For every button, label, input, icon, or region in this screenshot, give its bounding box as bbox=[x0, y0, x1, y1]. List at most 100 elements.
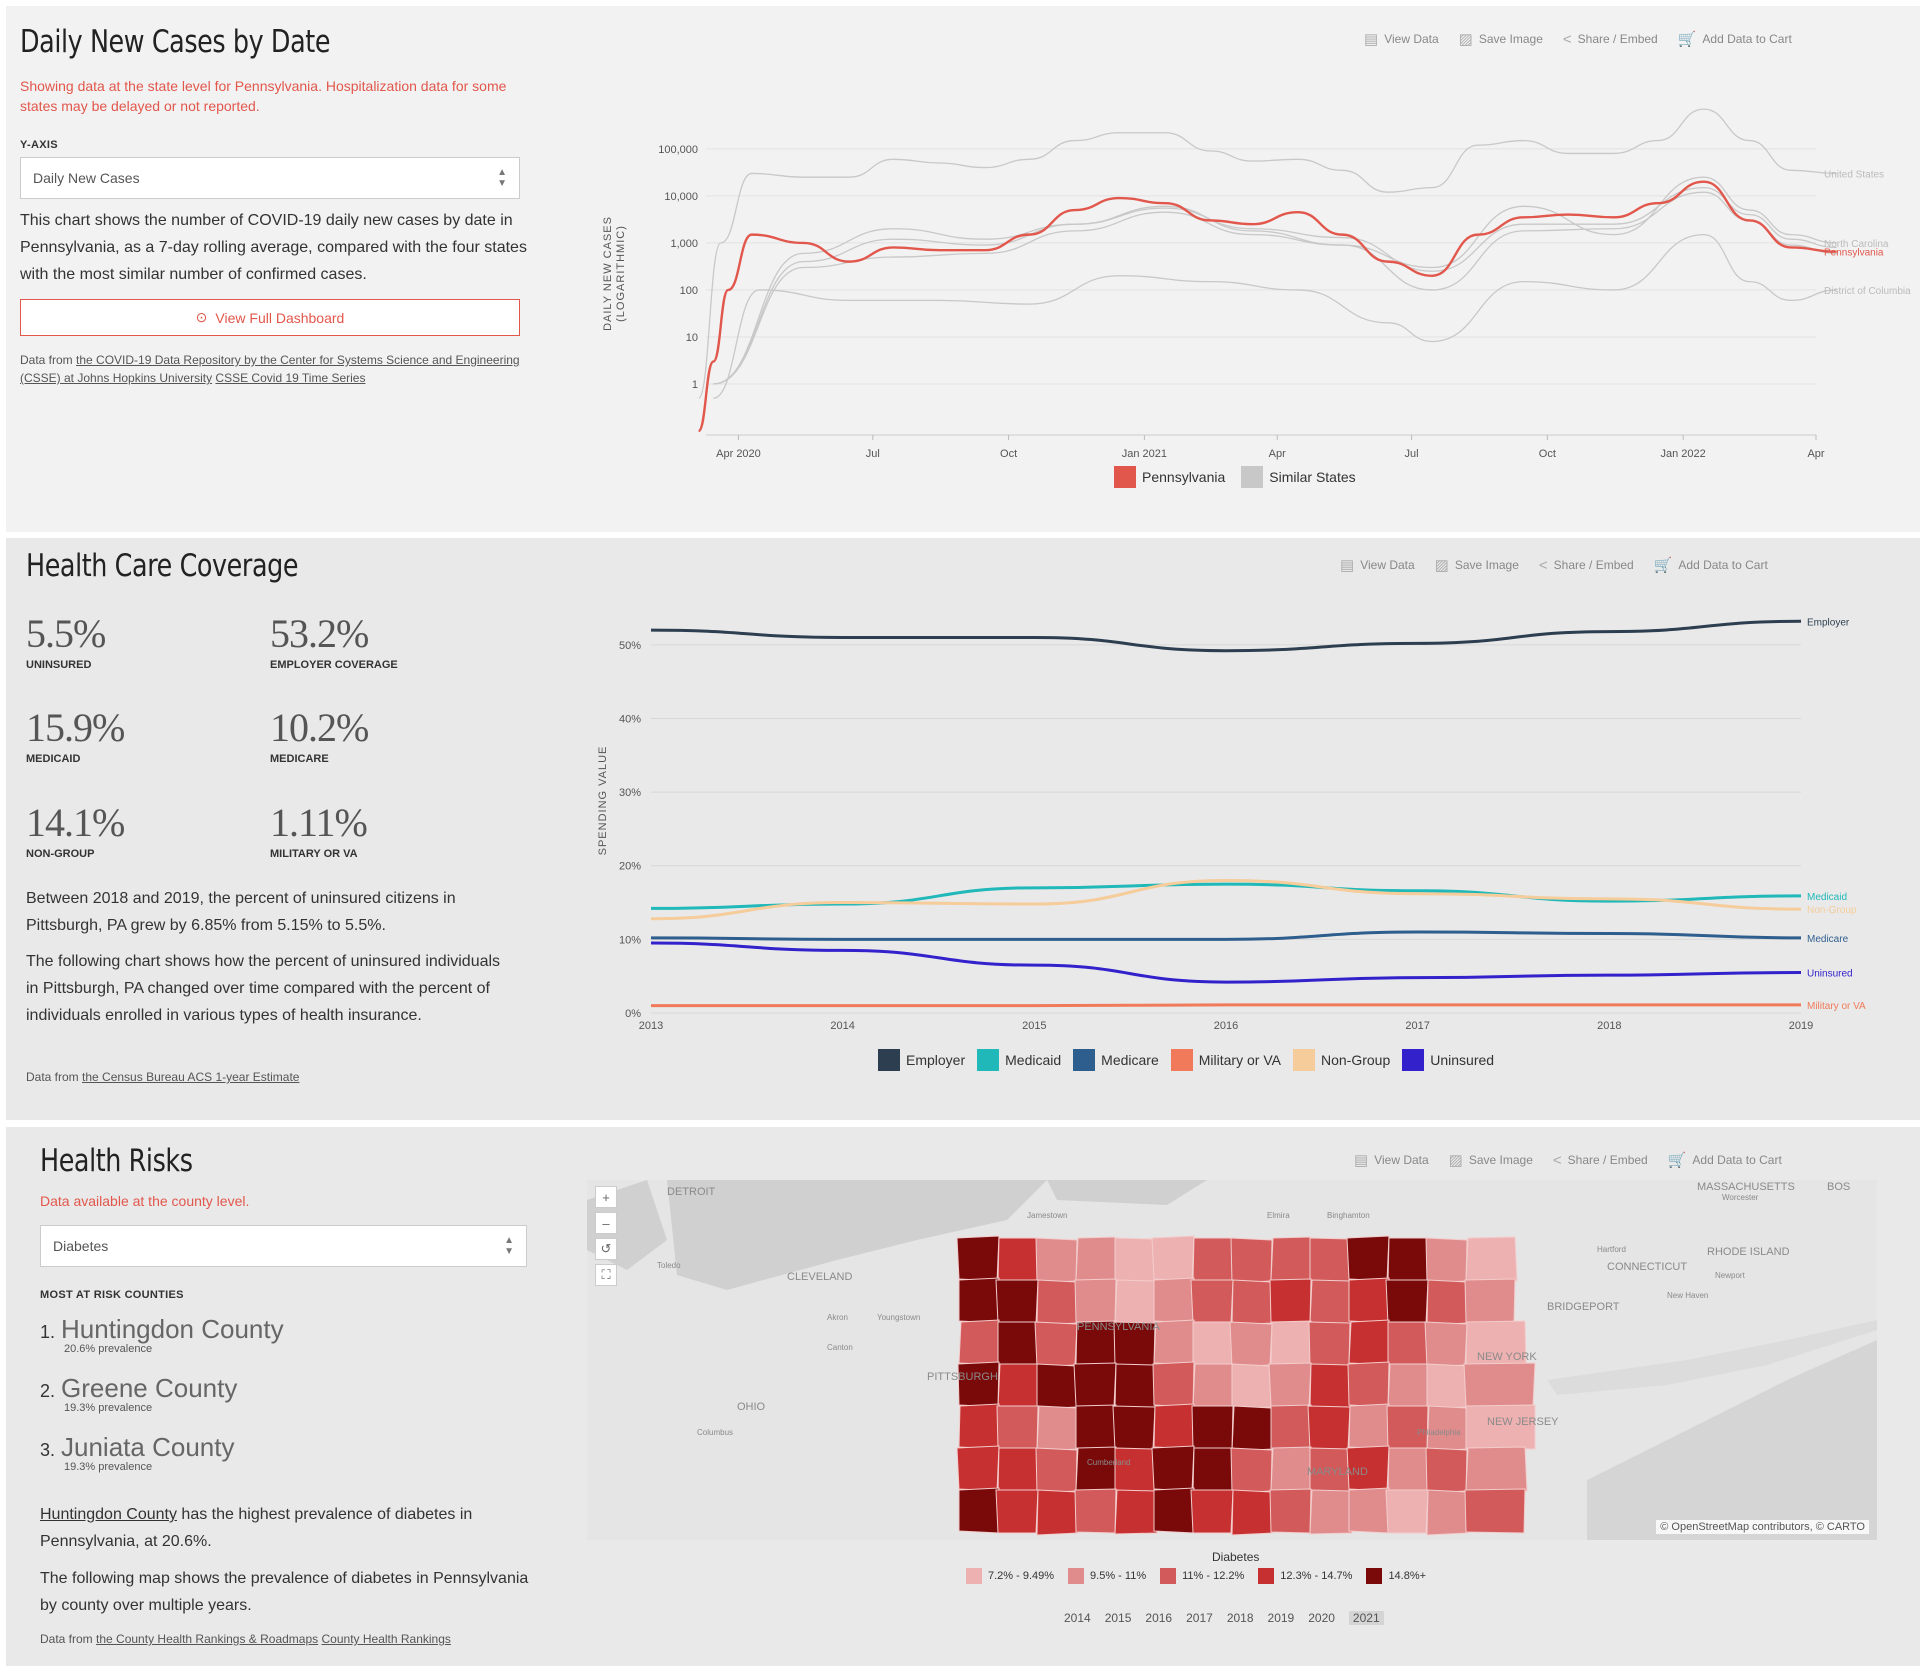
source-link-rankings[interactable]: County Health Rankings bbox=[321, 1632, 451, 1646]
add-to-cart-button[interactable]: 🛒 Add Data to Cart bbox=[1667, 1152, 1782, 1169]
county bbox=[1036, 1279, 1079, 1326]
year-option[interactable]: 2021 bbox=[1348, 1611, 1384, 1625]
legend-item-uninsured[interactable]: Uninsured bbox=[1402, 1049, 1494, 1071]
risk-list-label: MOST AT RISK COUNTIES bbox=[40, 1289, 184, 1301]
county bbox=[1309, 1363, 1352, 1409]
legend-item-pennsylvania[interactable]: Pennsylvania bbox=[1114, 466, 1225, 488]
yaxis-select[interactable]: Daily New Cases ▲ ▼ bbox=[20, 157, 520, 199]
year-option[interactable]: 2015 bbox=[1104, 1611, 1132, 1625]
legend-item-employer[interactable]: Employer bbox=[878, 1049, 965, 1071]
county bbox=[1114, 1363, 1157, 1409]
fullscreen-button[interactable]: ⛶ bbox=[595, 1264, 617, 1286]
series-end-label: Pennsylvania bbox=[1824, 248, 1884, 259]
county bbox=[1424, 1321, 1468, 1368]
county bbox=[997, 1321, 1039, 1366]
view-full-dashboard-button[interactable]: ⊙ View Full Dashboard bbox=[20, 299, 520, 336]
map-legend-item[interactable]: 11% - 12.2% bbox=[1160, 1568, 1244, 1584]
legend-item-military[interactable]: Military or VA bbox=[1170, 1049, 1281, 1071]
y-axis-label-line: (LOGARITHMIC) bbox=[615, 225, 627, 322]
add-to-cart-button[interactable]: 🛒 Add Data to Cart bbox=[1653, 557, 1768, 574]
data-source: Data from the COVID-19 Data Repository b… bbox=[20, 353, 520, 385]
county-level-notice: Data available at the county level. bbox=[40, 1193, 250, 1209]
map-legend-item[interactable]: 12.3% - 14.7% bbox=[1258, 1568, 1352, 1584]
county bbox=[1309, 1237, 1351, 1283]
long-island bbox=[1547, 1320, 1877, 1395]
map-place-label: NEW YORK bbox=[1477, 1351, 1537, 1363]
series-end-label: Medicare bbox=[1807, 934, 1849, 945]
series-line-military-or-va bbox=[651, 1003, 1802, 1008]
y-tick-label: 10,000 bbox=[664, 191, 698, 203]
county bbox=[1464, 1278, 1516, 1324]
county bbox=[995, 1489, 1039, 1534]
map-legend-item[interactable]: 14.8%+ bbox=[1366, 1568, 1426, 1584]
save-image-button[interactable]: ▨ Save Image bbox=[1434, 557, 1519, 574]
county-map[interactable]: DETROIT CLEVELAND OHIO PITTSBURGH PENNSYLVAN… bbox=[587, 1180, 1877, 1540]
state-level-notice: Showing data at the state level for Penn… bbox=[20, 78, 507, 114]
year-option[interactable]: 2020 bbox=[1308, 1611, 1335, 1625]
map-legend-item[interactable]: 9.5% - 11% bbox=[1068, 1568, 1146, 1584]
county bbox=[1153, 1487, 1195, 1534]
view-data-button[interactable]: ▤ View Data bbox=[1340, 557, 1415, 574]
year-option[interactable]: 2019 bbox=[1267, 1611, 1295, 1625]
map-place-label: New Haven bbox=[1667, 1291, 1708, 1300]
map-place-label: Columbus bbox=[697, 1428, 733, 1437]
legend-item-similar-states[interactable]: Similar States bbox=[1241, 466, 1356, 488]
legend-swatch bbox=[1402, 1049, 1425, 1071]
reset-view-button[interactable]: ↺ bbox=[595, 1238, 617, 1260]
county-link[interactable]: Huntingdon County bbox=[40, 1506, 177, 1523]
series-line-pennsylvania bbox=[697, 180, 1837, 433]
map-place-label: Hartford bbox=[1597, 1245, 1626, 1254]
map-legend-label: 9.5% - 11% bbox=[1090, 1570, 1147, 1582]
map-place-label: Youngstown bbox=[877, 1313, 920, 1322]
series-end-label: Non-Group bbox=[1807, 905, 1857, 916]
share-embed-button[interactable]: < Share / Embed bbox=[1538, 556, 1634, 574]
add-to-cart-button[interactable]: 🛒 Add Data to Cart bbox=[1677, 31, 1792, 48]
county bbox=[1348, 1403, 1391, 1450]
map-place-label: Toledo bbox=[657, 1261, 681, 1270]
year-option[interactable]: 2014 bbox=[1064, 1611, 1091, 1625]
x-tick-label: 2013 bbox=[639, 1020, 663, 1032]
zoom-in-button[interactable]: + bbox=[595, 1186, 617, 1208]
county bbox=[1348, 1487, 1390, 1534]
map-legend-label: 11% - 12.2% bbox=[1182, 1570, 1245, 1582]
risk-county-3[interactable]: 3. Juniata County 19.3% prevalence bbox=[40, 1432, 235, 1473]
county bbox=[996, 1405, 1039, 1450]
source-link-chr[interactable]: the County Health Rankings & Roadmaps bbox=[96, 1632, 319, 1646]
series-line-similar-state bbox=[713, 233, 1837, 399]
view-data-button[interactable]: ▤ View Data bbox=[1364, 31, 1439, 48]
legend-item-non-group[interactable]: Non-Group bbox=[1292, 1049, 1390, 1071]
year-option[interactable]: 2017 bbox=[1186, 1611, 1213, 1625]
risk-select[interactable]: Diabetes ▲ ▼ bbox=[40, 1225, 527, 1267]
year-option[interactable]: 2018 bbox=[1226, 1611, 1254, 1625]
risk-county-2[interactable]: 2. Greene County 19.3% prevalence bbox=[40, 1373, 238, 1414]
source-link-csse[interactable]: the COVID-19 Data Repository by the Cent… bbox=[20, 353, 520, 385]
x-tick-label: Apr bbox=[1807, 448, 1824, 460]
risk-county-1[interactable]: 1. Huntingdon County 20.6% prevalence bbox=[40, 1314, 284, 1355]
ocean bbox=[1587, 1340, 1877, 1540]
map-place-label: Newport bbox=[1715, 1271, 1746, 1280]
series-line-employer bbox=[650, 619, 1802, 653]
y-tick-label: 20% bbox=[619, 861, 641, 873]
map-legend-item[interactable]: 7.2% - 9.49% bbox=[966, 1568, 1054, 1584]
series-line-similar-state bbox=[713, 176, 1837, 385]
county bbox=[1307, 1405, 1351, 1451]
y-tick-label: 10% bbox=[619, 934, 641, 946]
county bbox=[1387, 1237, 1430, 1282]
series-end-label: Employer bbox=[1807, 617, 1850, 628]
county bbox=[1074, 1278, 1117, 1324]
zoom-out-button[interactable]: – bbox=[595, 1212, 617, 1234]
legend-item-medicaid[interactable]: Medicaid bbox=[977, 1049, 1061, 1071]
legend-item-medicare[interactable]: Medicare bbox=[1073, 1049, 1159, 1071]
county bbox=[1309, 1489, 1353, 1535]
county bbox=[956, 1235, 1000, 1282]
save-image-button[interactable]: ▨ Save Image bbox=[1448, 1152, 1533, 1169]
share-embed-button[interactable]: < Share / Embed bbox=[1552, 1151, 1648, 1169]
source-link-timeseries[interactable]: CSSE Covid 19 Time Series bbox=[215, 371, 366, 385]
share-embed-button[interactable]: < Share / Embed bbox=[1562, 30, 1658, 48]
save-image-button[interactable]: ▨ Save Image bbox=[1458, 31, 1543, 48]
view-data-button[interactable]: ▤ View Data bbox=[1354, 1152, 1429, 1169]
county bbox=[958, 1319, 1002, 1366]
source-link-census[interactable]: the Census Bureau ACS 1-year Estimate bbox=[82, 1070, 300, 1084]
health-risks-section: Health Risks Data available at the count… bbox=[6, 1127, 1920, 1666]
year-option[interactable]: 2016 bbox=[1145, 1611, 1173, 1625]
